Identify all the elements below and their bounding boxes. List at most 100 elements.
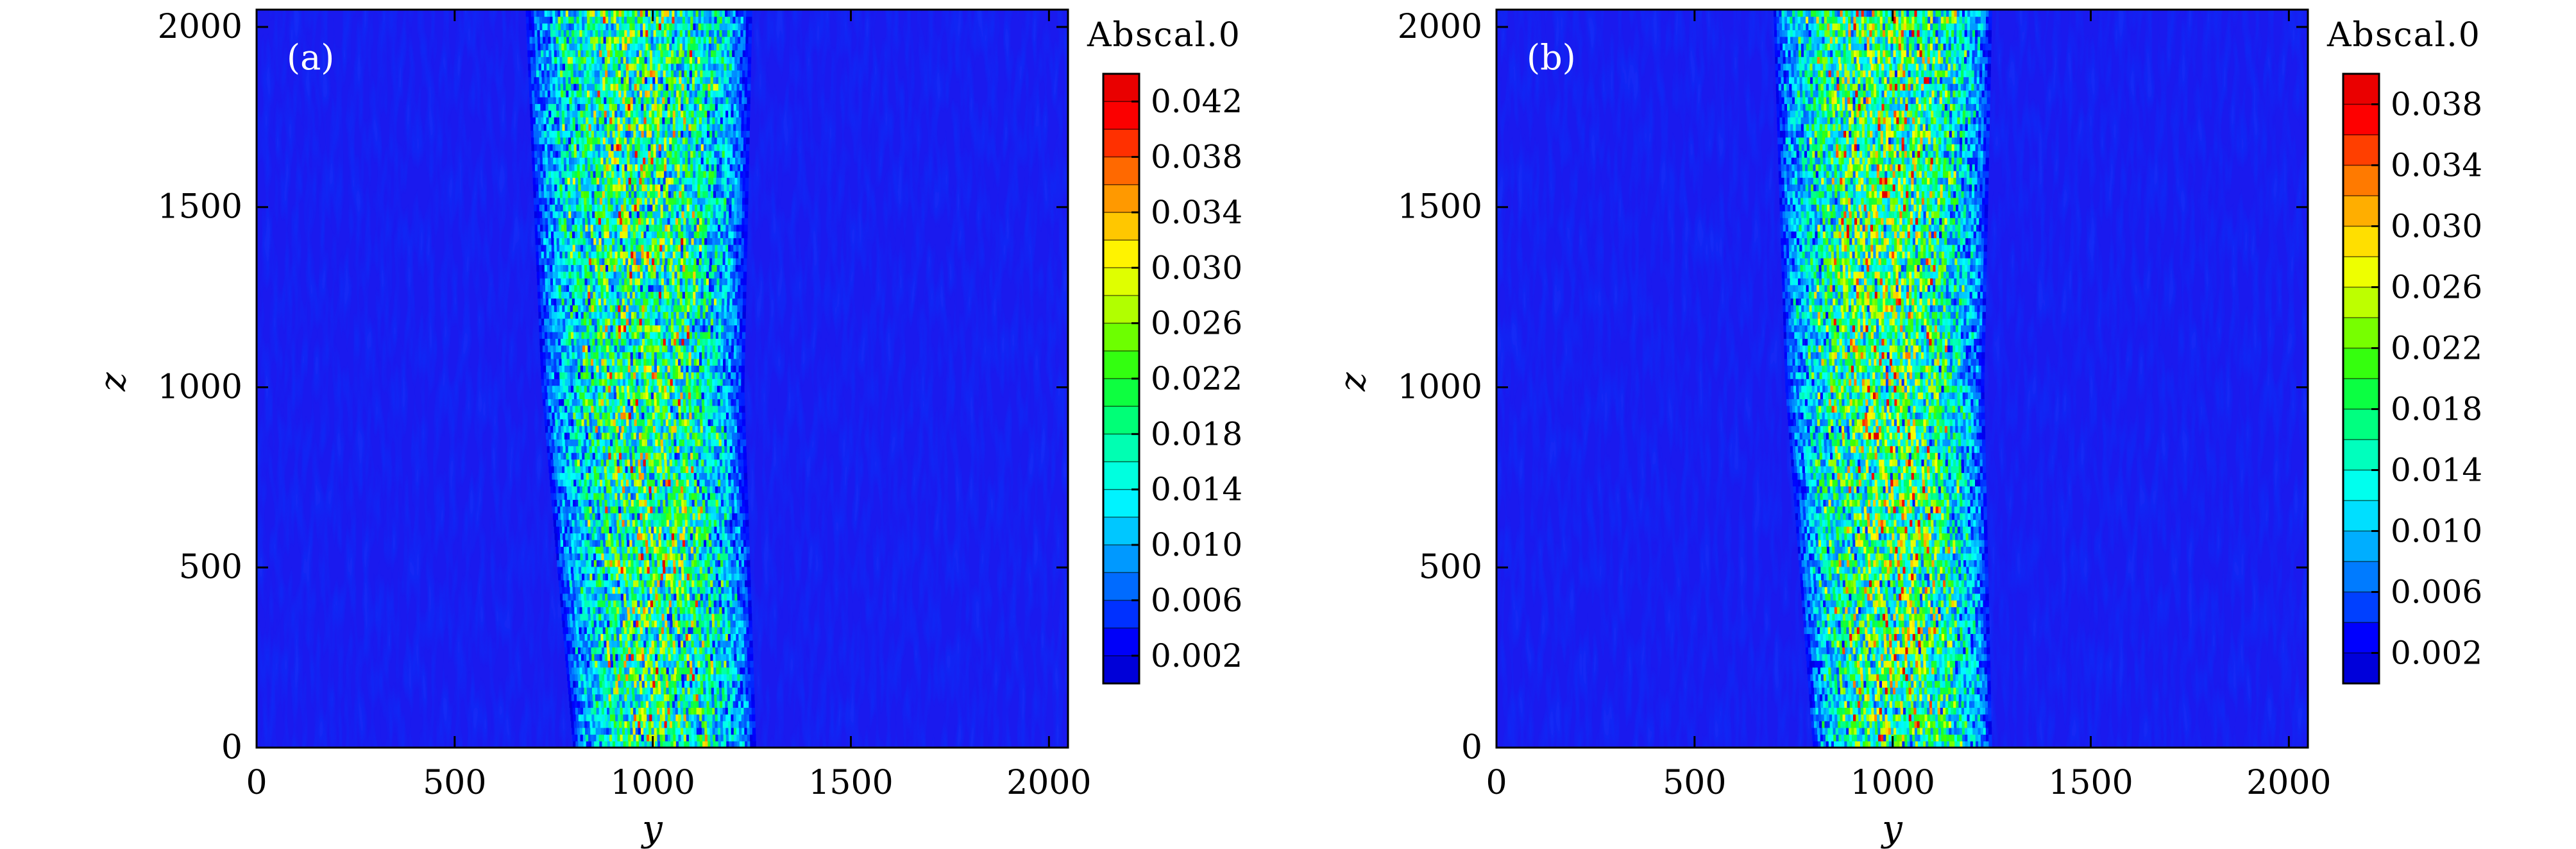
- heatmap-cell: [729, 304, 733, 313]
- heatmap-cell: [574, 519, 578, 527]
- heatmap-cell: [743, 445, 747, 453]
- heatmap-cell: [557, 445, 561, 453]
- heatmap-cell: [581, 384, 585, 393]
- heatmap-cell: [694, 566, 698, 574]
- heatmap-cell: [675, 499, 680, 507]
- heatmap-cell: [744, 653, 749, 661]
- heatmap-cell: [642, 660, 646, 668]
- heatmap-cell: [673, 673, 677, 682]
- heatmap-cell: [667, 640, 671, 647]
- heatmap-cell: [672, 291, 675, 299]
- heatmap-cell: [649, 479, 654, 486]
- heatmap-cell: [689, 411, 693, 420]
- heatmap-cell: [731, 324, 735, 332]
- heatmap-cell: [629, 532, 632, 540]
- heatmap-cell: [688, 345, 692, 352]
- heatmap-cell: [580, 378, 584, 386]
- heatmap-cell: [727, 445, 731, 453]
- heatmap-cell: [726, 311, 731, 319]
- heatmap-cell: [575, 492, 579, 500]
- heatmap-cell: [612, 492, 616, 500]
- heatmap-cell: [591, 619, 595, 628]
- heatmap-cell: [654, 358, 658, 366]
- heatmap-cell: [720, 492, 724, 500]
- heatmap-cell: [689, 673, 693, 682]
- heatmap-cell: [675, 619, 679, 628]
- heatmap-cell: [721, 593, 725, 601]
- heatmap-cell: [722, 606, 725, 614]
- heatmap-cell: [668, 667, 673, 674]
- heatmap-cell: [579, 324, 582, 332]
- heatmap-cell: [713, 660, 717, 668]
- heatmap-cell: [724, 693, 729, 701]
- heatmap-cell: [626, 532, 630, 540]
- heatmap-cell: [715, 633, 718, 641]
- heatmap-cell: [632, 512, 636, 520]
- heatmap-cell: [682, 519, 686, 527]
- heatmap-cell: [589, 720, 593, 728]
- heatmap-cell: [651, 553, 655, 560]
- heatmap-cell: [597, 506, 601, 513]
- heatmap-cell: [663, 304, 666, 313]
- heatmap-cell: [647, 566, 650, 574]
- heatmap-cell: [665, 714, 669, 721]
- heatmap-cell: [660, 499, 664, 507]
- heatmap-cell: [719, 606, 723, 614]
- heatmap-cell: [636, 364, 640, 373]
- heatmap-cell: [551, 298, 555, 305]
- heatmap-cell: [683, 559, 687, 567]
- heatmap-cell: [747, 653, 751, 661]
- heatmap-cell: [670, 559, 674, 567]
- heatmap-cell: [711, 298, 715, 305]
- heatmap-cell: [608, 667, 612, 674]
- heatmap-cell: [748, 693, 752, 701]
- heatmap-cell: [699, 458, 702, 467]
- heatmap-cell: [625, 492, 629, 500]
- heatmap-cell: [546, 438, 550, 447]
- heatmap-cell: [548, 345, 552, 352]
- heatmap-cell: [741, 364, 745, 373]
- heatmap-cell: [564, 351, 568, 359]
- heatmap-cell: [541, 372, 545, 379]
- heatmap-cell: [682, 693, 686, 701]
- heatmap-cell: [624, 667, 628, 674]
- heatmap-cell: [634, 324, 638, 332]
- heatmap-cell: [541, 311, 545, 319]
- heatmap-cell: [579, 660, 582, 668]
- heatmap-cell: [547, 384, 551, 393]
- heatmap-cell: [717, 391, 721, 400]
- heatmap-cell: [696, 364, 700, 373]
- heatmap-cell: [595, 351, 600, 359]
- heatmap-cell: [704, 345, 708, 352]
- heatmap-cell: [661, 445, 665, 453]
- heatmap-cell: [688, 539, 691, 547]
- heatmap-cell: [682, 512, 686, 520]
- heatmap-cell: [561, 351, 565, 359]
- heatmap-cell: [684, 452, 689, 460]
- heatmap-cell: [595, 512, 598, 520]
- heatmap-cell: [579, 458, 584, 467]
- heatmap-cell: [582, 465, 587, 474]
- heatmap-cell: [631, 304, 635, 313]
- heatmap-cell: [729, 499, 733, 507]
- heatmap-cell: [696, 485, 700, 493]
- heatmap-cell: [688, 372, 692, 379]
- heatmap-cell: [637, 425, 641, 433]
- heatmap-cell: [555, 351, 560, 359]
- heatmap-cell: [631, 499, 635, 507]
- heatmap-cell: [570, 553, 573, 560]
- heatmap-cell: [694, 479, 698, 486]
- heatmap-cell: [704, 579, 709, 587]
- heatmap-cell: [629, 506, 632, 513]
- heatmap-cell: [641, 619, 645, 628]
- heatmap-cell: [725, 492, 730, 500]
- heatmap-cell: [672, 707, 676, 715]
- heatmap-cell: [584, 545, 589, 554]
- heatmap-cell: [684, 311, 688, 319]
- heatmap-cell: [686, 432, 690, 440]
- heatmap-cell: [538, 304, 542, 313]
- heatmap-cell: [634, 693, 639, 701]
- heatmap-cell: [592, 512, 596, 520]
- heatmap-cell: [702, 741, 706, 748]
- heatmap-cell: [657, 492, 661, 500]
